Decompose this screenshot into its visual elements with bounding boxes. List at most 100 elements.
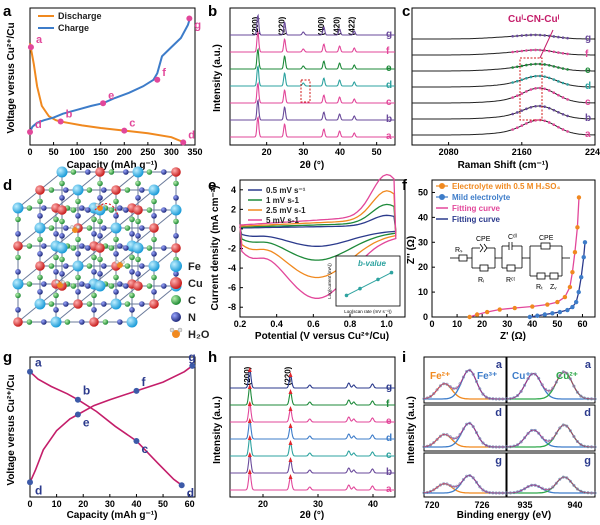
atom-fe [126, 316, 138, 328]
legend-f-fit1: Fitting curve [452, 204, 501, 213]
a-xtick-label: 100 [70, 147, 85, 157]
atom-c [70, 207, 77, 213]
atom-n [101, 187, 107, 193]
atom-c [135, 180, 141, 187]
atom-n [101, 225, 107, 231]
e-xtick-label: 0.4 [270, 319, 283, 329]
atom-n [41, 281, 47, 287]
atom-cu [149, 223, 159, 233]
a-point-label-d: d [188, 129, 195, 141]
i-envelope [507, 424, 595, 448]
atom-c [151, 236, 157, 243]
atom-c [53, 292, 59, 299]
panel-f-circuit [450, 242, 570, 280]
panel-e-ticks: 0.2 0.4 0.6 0.8 1.0 4 2 0 -2 -4 -6 -8 [228, 185, 393, 329]
atom-n [113, 289, 119, 295]
legend-discharge-label: Discharge [58, 11, 102, 21]
a-point-label-e: e [108, 90, 114, 102]
f-point [545, 302, 550, 307]
h-curve-e [230, 401, 395, 423]
atom-fe [34, 298, 46, 310]
inset-plot [344, 270, 394, 298]
atom-n [139, 225, 145, 231]
panel-e-legend: 0.5 mV s⁻¹1 mV s-12.5 mV s-15 mV s-1 [248, 186, 306, 225]
g-point-d [178, 482, 185, 489]
c-curve-marker-e [566, 68, 569, 71]
legend-h2o-swatch [169, 327, 183, 338]
c-curve-marker-g [511, 34, 514, 38]
legend-cu-swatch [170, 277, 182, 289]
atom-fe [94, 280, 106, 292]
c-curve-marker-b [547, 106, 551, 110]
i-label-fe2: Fe²⁺ [430, 371, 450, 382]
h-curve-d [230, 418, 395, 440]
f-xtick-label: 60 [577, 319, 587, 329]
atom-n [53, 307, 59, 313]
c-xtick-label: 2240 [585, 147, 600, 157]
f-xtick-label: 10 [452, 319, 462, 329]
atom-cu [171, 167, 181, 177]
panel-g: 0 10 20 30 40 50 60 a b c d d e f g Capacity (mAh g⁻¹… [6, 350, 196, 521]
atom-cu [171, 243, 181, 253]
panel-a-xlabel: Capacity (mAh g⁻¹) [67, 160, 158, 171]
f-ytick-label: 30 [418, 237, 428, 247]
c-curve-marker-c [525, 90, 528, 93]
atom-c [59, 256, 65, 263]
c-curve-marker-e [561, 67, 565, 70]
atom-c [86, 301, 93, 307]
circuit-label-ri: Rᵢ [478, 277, 484, 284]
f-point [581, 255, 586, 260]
water-o [117, 262, 123, 268]
legend-n-swatch [171, 312, 181, 322]
i-data-points [505, 423, 597, 449]
c-curve-label-d: d [585, 81, 591, 92]
h-curve-c [230, 435, 395, 457]
panel-h-ylabel: Intensity (a.u.) [212, 396, 223, 464]
atom-cu [111, 185, 121, 195]
atom-n [75, 289, 81, 295]
c-curve-marker-f [520, 49, 524, 53]
c-curve-marker-c [538, 86, 542, 90]
atom-c [124, 263, 131, 269]
e-legend-label: 0.5 mV s⁻¹ [266, 186, 306, 195]
atom-c [70, 169, 77, 175]
atom-c [129, 292, 135, 299]
atom-c [108, 207, 115, 213]
f-ytick-label: 0 [423, 312, 428, 322]
c-curve-marker-b [566, 114, 569, 118]
inset-point [376, 277, 380, 282]
atom-n [161, 245, 167, 251]
f-ytick-label: 20 [418, 262, 428, 272]
i-row-label: d [495, 407, 502, 419]
atom-c [173, 180, 179, 187]
atom-c [75, 236, 81, 243]
b-peak-label: (200) [251, 16, 260, 35]
g-point-e [74, 411, 81, 418]
panel-f: 0 10 20 30 40 50 60 0 10 20 30 40 50 Electrolyte wit… [406, 179, 596, 342]
c-curve-marker-e [543, 63, 546, 66]
b-peak-label: (420) [333, 16, 342, 35]
c-curve-marker-f [515, 50, 519, 53]
atom-n [113, 251, 119, 257]
g-xtick-label: 40 [131, 499, 141, 509]
b-curve-a [230, 115, 395, 138]
i-data-points [422, 474, 508, 495]
c-curve-marker-f [529, 48, 533, 52]
panel-a-xticks: 0 50 100 150 200 250 300 350 [27, 142, 203, 157]
c-curve-marker-g [538, 33, 542, 37]
c-curve-marker-c [566, 98, 569, 101]
e-legend-label: 5 mV s-1 [266, 216, 299, 225]
panel-a-ylabel: Voltage versus Cu²⁺/Cu [6, 22, 17, 133]
atom-c [48, 263, 55, 269]
h-curve-label-a: a [386, 484, 392, 495]
g-point-d [27, 479, 33, 486]
panel-f-plot [467, 195, 588, 320]
atom-c [53, 254, 59, 261]
circuit-label-cpe1: CPE [476, 236, 491, 243]
atom-fe [170, 204, 182, 216]
atom-c [97, 256, 103, 263]
c-curve-marker-g [520, 34, 524, 37]
atom-c [86, 225, 93, 231]
c-curve-marker-f [525, 49, 528, 52]
